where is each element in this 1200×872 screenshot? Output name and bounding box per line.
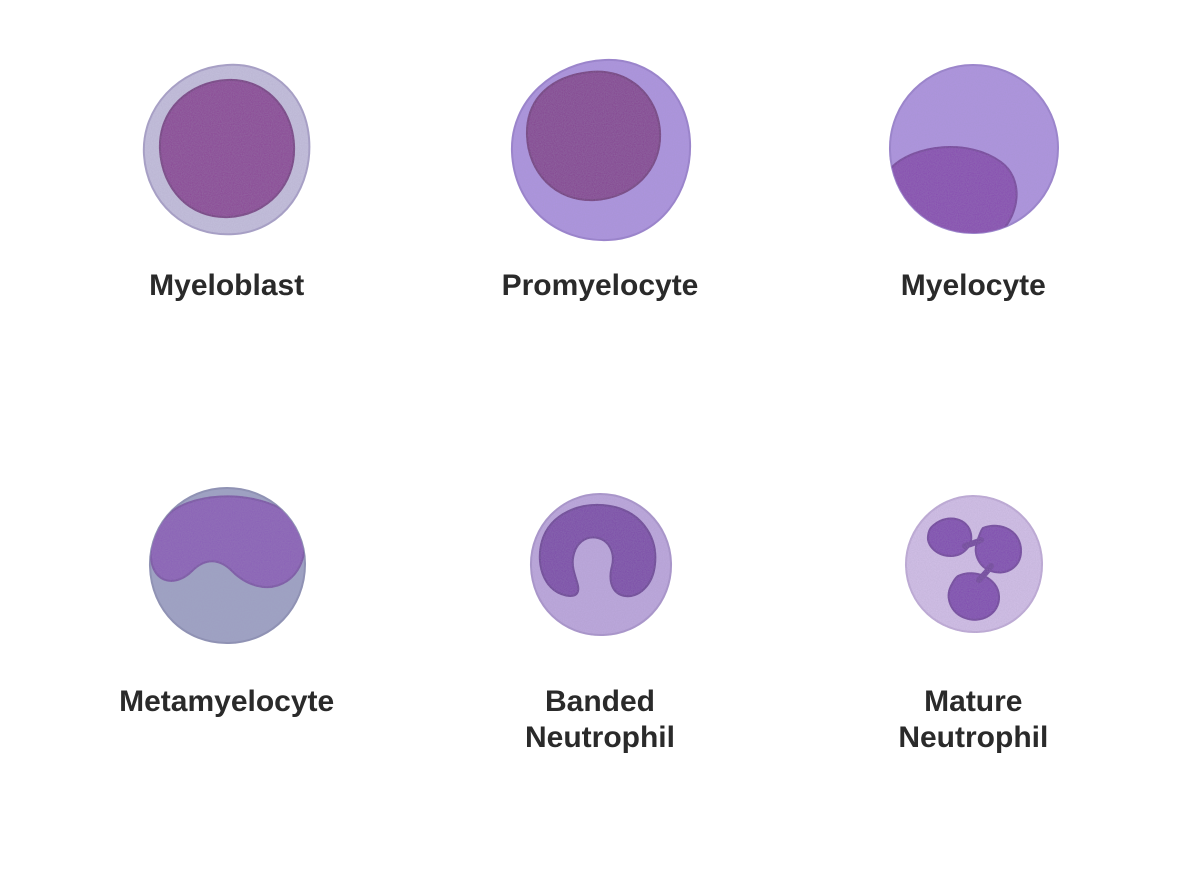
label-promyelocyte: Promyelocyte bbox=[502, 268, 699, 304]
metamyelocyte-icon bbox=[127, 466, 327, 666]
promyelocyte-icon bbox=[500, 50, 700, 250]
cell-myelocyte: Myelocyte bbox=[807, 50, 1140, 406]
label-metamyelocyte: Metamyelocyte bbox=[119, 684, 334, 720]
label-myeloblast: Myeloblast bbox=[149, 268, 304, 304]
cell-banded-neutrophil: Banded Neutrophil bbox=[433, 466, 766, 822]
cell-mature-neutrophil: Mature Neutrophil bbox=[807, 466, 1140, 822]
label-myelocyte: Myelocyte bbox=[901, 268, 1046, 304]
mature-neutrophil-icon bbox=[873, 466, 1073, 666]
banded-neutrophil-icon bbox=[500, 466, 700, 666]
myelocyte-icon bbox=[873, 50, 1073, 250]
cell-promyelocyte: Promyelocyte bbox=[433, 50, 766, 406]
label-banded-neutrophil: Banded Neutrophil bbox=[525, 684, 675, 756]
cell-metamyelocyte: Metamyelocyte bbox=[60, 466, 393, 822]
label-mature-neutrophil: Mature Neutrophil bbox=[898, 684, 1048, 756]
cell-grid: Myeloblast Promyelocyte bbox=[60, 50, 1140, 822]
cell-myeloblast: Myeloblast bbox=[60, 50, 393, 406]
myeloblast-icon bbox=[127, 50, 327, 250]
